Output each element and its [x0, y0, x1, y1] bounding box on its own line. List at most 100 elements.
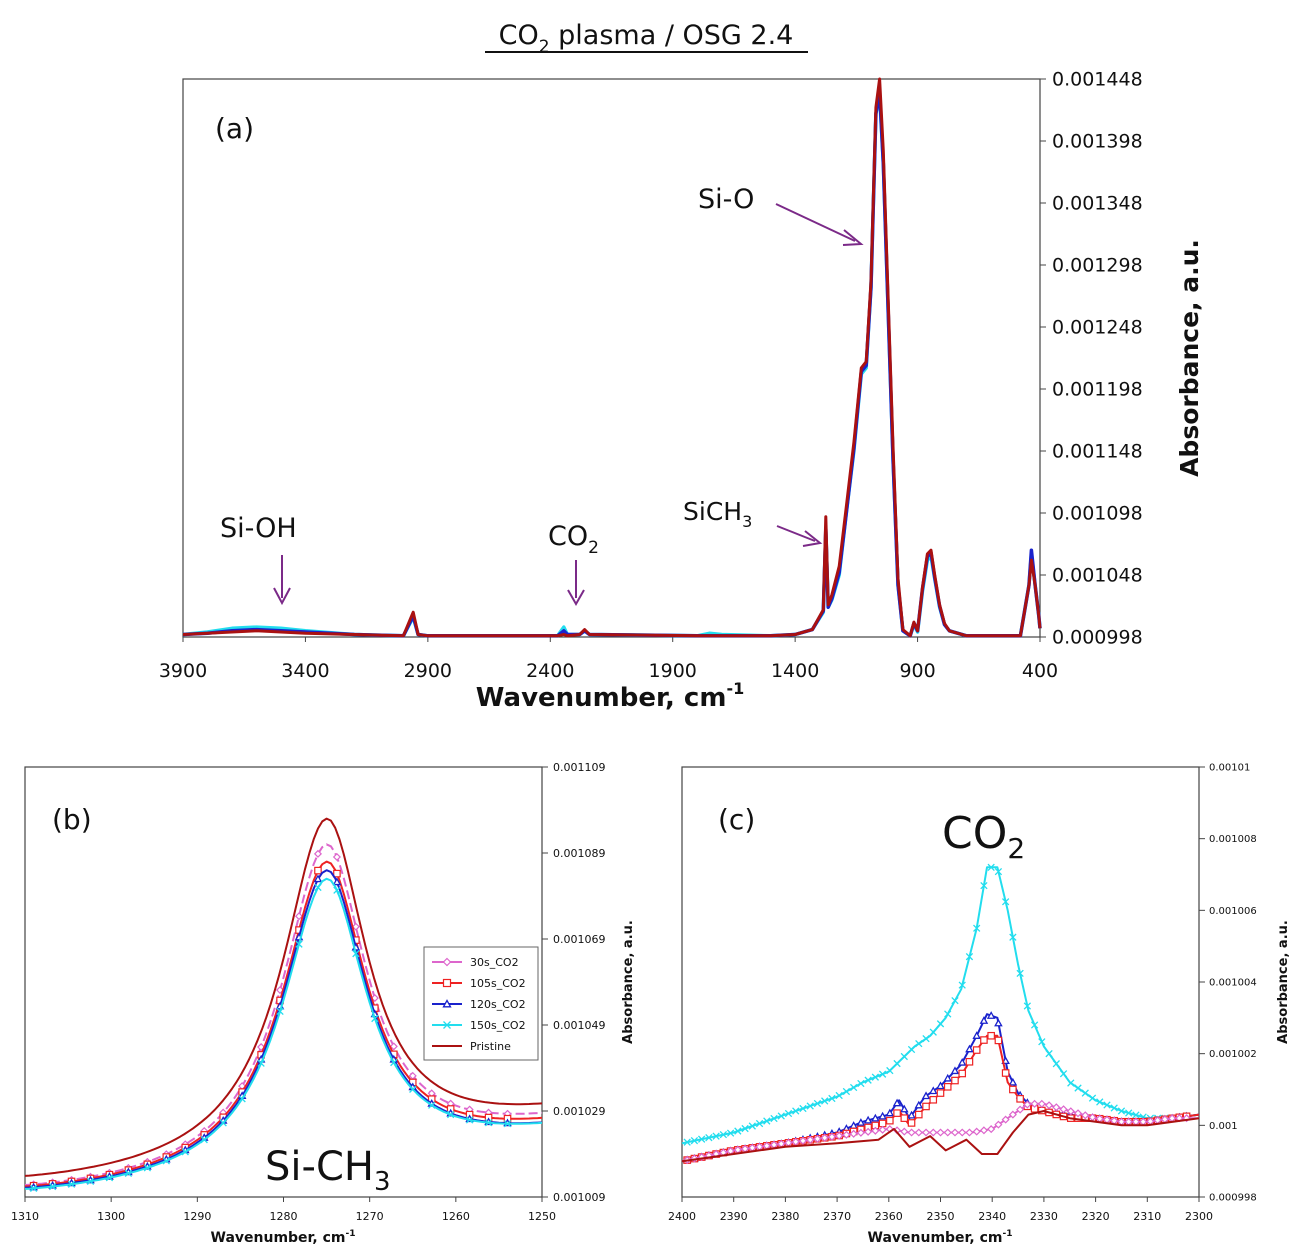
- panel-b-x-axis-title-main: Wavenumber, cm: [211, 1230, 346, 1246]
- panel-c-x-tick-label: 2320: [1082, 1210, 1110, 1223]
- panel-c-marker-120s-co2: [885, 1108, 895, 1117]
- panel-c-marker-150s-co2: [1088, 1094, 1097, 1102]
- panel-b-marker-30s-co2: [332, 852, 341, 862]
- panel-b-marker-150s-co2: [257, 1059, 265, 1067]
- panel-b-legend: 30s_CO2 105s_CO2 120s_CO2 150s_CO2 Pristine: [423, 946, 539, 1061]
- panel-c-marker-150s-co2: [915, 1039, 923, 1048]
- panel-c-x-tick-label: 2380: [771, 1210, 799, 1223]
- panel-c-marker-105s-co2: [922, 1102, 930, 1111]
- panel-c-marker-30s-co2: [936, 1128, 945, 1137]
- panel-c-marker-150s-co2: [907, 1045, 916, 1054]
- panel-c-x-axis-title-main: Wavenumber, cm: [868, 1230, 1003, 1246]
- panel-a-x-axis-title: Wavenumber, cm-1: [476, 679, 744, 713]
- panel-b-x-tick-label: 1280: [270, 1210, 298, 1223]
- panel-b-y-tick-label: 0.001029: [553, 1105, 606, 1118]
- panel-c-marker-105s-co2: [893, 1109, 901, 1117]
- panel-b-marker-105s-co2: [314, 866, 322, 875]
- panel-c-label: (c): [718, 803, 755, 836]
- panel-c-marker-30s-co2: [900, 1127, 909, 1136]
- panel-c-marker-105s-co2: [965, 1057, 974, 1066]
- panel-b-marker-105s-co2: [333, 869, 341, 878]
- panel-c-series: [681, 863, 1200, 1165]
- panel-b-chart: (b) 1310 1300 1290 1280 1270 1260 1250 0.001009…: [11, 761, 636, 1246]
- panel-c-marker-150s-co2: [683, 1138, 691, 1146]
- panel-c-marker-150s-co2: [965, 953, 974, 961]
- panel-c-annotation: CO2: [942, 808, 1025, 865]
- panel-c-marker-150s-co2: [1096, 1098, 1104, 1106]
- panel-b-marker-150s-co2: [428, 1101, 436, 1109]
- panel-c-marker-150s-co2: [994, 867, 1003, 876]
- annotation-sich3: SiCH3: [683, 497, 823, 547]
- panel-c-marker-150s-co2: [726, 1129, 735, 1137]
- panel-a-x-tick-label: 3400: [281, 660, 329, 682]
- panel-c-marker-150s-co2: [864, 1076, 872, 1084]
- panel-a-ticks: 3900 3400 2900 2400 1900 1400 900 400 0.000998 0.…: [159, 69, 1143, 682]
- panel-c-marker-150s-co2: [1016, 969, 1024, 978]
- panel-c-marker-30s-co2: [878, 1125, 887, 1134]
- panel-c-marker-30s-co2: [871, 1126, 880, 1135]
- panel-c-marker-105s-co2: [1009, 1085, 1017, 1094]
- panel-c-marker-30s-co2: [929, 1128, 938, 1137]
- annotation-co2-sub: 2: [588, 538, 599, 558]
- panel-c-marker-120s-co2: [972, 1031, 981, 1039]
- panel-c-marker-150s-co2: [799, 1104, 807, 1113]
- panel-a-label: (a): [215, 112, 254, 145]
- panel-b-marker-150s-co2: [105, 1174, 114, 1182]
- panel-c-marker-150s-co2: [944, 1010, 952, 1018]
- panel-c-y-axis-title: Absorbance, a.u.: [1276, 920, 1291, 1044]
- panel-b-marker-150s-co2: [484, 1119, 493, 1127]
- panel-c-marker-30s-co2: [864, 1127, 873, 1136]
- panel-c-marker-30s-co2: [1066, 1107, 1075, 1116]
- panel-c-marker-120s-co2: [936, 1081, 945, 1090]
- panel-c-marker-150s-co2: [821, 1097, 829, 1105]
- panel-c-marker-150s-co2: [777, 1112, 785, 1120]
- panel-b-marker-150s-co2: [181, 1148, 189, 1156]
- panel-c-plot-area: [681, 766, 1200, 1198]
- panel-c-marker-150s-co2: [900, 1052, 908, 1061]
- panel-c-marker-30s-co2: [827, 1132, 836, 1141]
- panel-a-x-tick-label: 3900: [159, 660, 207, 682]
- panel-b-marker-150s-co2: [295, 940, 303, 948]
- panel-a-y-tick-label: 0.001098: [1052, 503, 1143, 525]
- panel-a-y-tick-label: 0.001448: [1052, 69, 1143, 91]
- panel-c-marker-30s-co2: [1030, 1099, 1039, 1108]
- panel-c-x-tick-label: 2350: [927, 1210, 955, 1223]
- panel-c-marker-150s-co2: [1045, 1050, 1053, 1058]
- panel-c-marker-105s-co2: [878, 1119, 887, 1128]
- panel-c-marker-120s-co2: [863, 1115, 873, 1124]
- panel-b-legend-label: 150s_CO2: [470, 1019, 526, 1032]
- figure-title-rest: plasma / OSG 2.4: [550, 20, 794, 51]
- panel-c-marker-30s-co2: [914, 1128, 923, 1137]
- panel-c-marker-150s-co2: [1030, 1021, 1039, 1029]
- panel-b-x-tick-label: 1290: [183, 1210, 211, 1223]
- panel-c-marker-30s-co2: [1052, 1103, 1061, 1112]
- panel-a-x-tick-label: 400: [1022, 660, 1058, 682]
- panel-c-marker-120s-co2: [979, 1016, 989, 1024]
- panel-c-marker-30s-co2: [806, 1135, 815, 1144]
- panel-b-annotation-sub: 3: [374, 1167, 391, 1197]
- panel-b-x-tick-label: 1250: [528, 1210, 556, 1223]
- panel-a-series: [182, 77, 1042, 638]
- panel-c-marker-150s-co2: [886, 1066, 894, 1075]
- panel-c-marker-150s-co2: [697, 1135, 706, 1143]
- panel-c-marker-120s-co2: [921, 1091, 931, 1100]
- panel-a-x-tick-label: 1400: [771, 660, 819, 682]
- panel-b-x-axis-title-sup: -1: [345, 1229, 355, 1239]
- panel-b-marker-30s-co2: [389, 1042, 398, 1051]
- panel-b-marker-150s-co2: [124, 1169, 133, 1177]
- panel-c-marker-150s-co2: [987, 863, 995, 871]
- figure-title-sub: 2: [539, 37, 550, 57]
- panel-c-marker-150s-co2: [1001, 898, 1010, 906]
- panel-c-marker-120s-co2: [994, 1018, 1003, 1027]
- panel-b-y-tick-label: 0.001089: [553, 847, 606, 860]
- panel-c-marker-150s-co2: [871, 1073, 880, 1081]
- panel-c-marker-150s-co2: [1067, 1079, 1075, 1087]
- panel-c-marker-105s-co2: [936, 1089, 945, 1097]
- panel-a-y-tick-label: 0.001248: [1052, 317, 1143, 339]
- panel-c-y-tick-label: 0.001: [1209, 1121, 1238, 1132]
- panel-c-marker-30s-co2: [856, 1128, 865, 1137]
- annotation-si-o: Si-O: [698, 184, 864, 246]
- panel-c-marker-30s-co2: [979, 1126, 988, 1135]
- panel-b-legend-marker: [442, 978, 452, 988]
- panel-c-x-tick-label: 2330: [1030, 1210, 1058, 1223]
